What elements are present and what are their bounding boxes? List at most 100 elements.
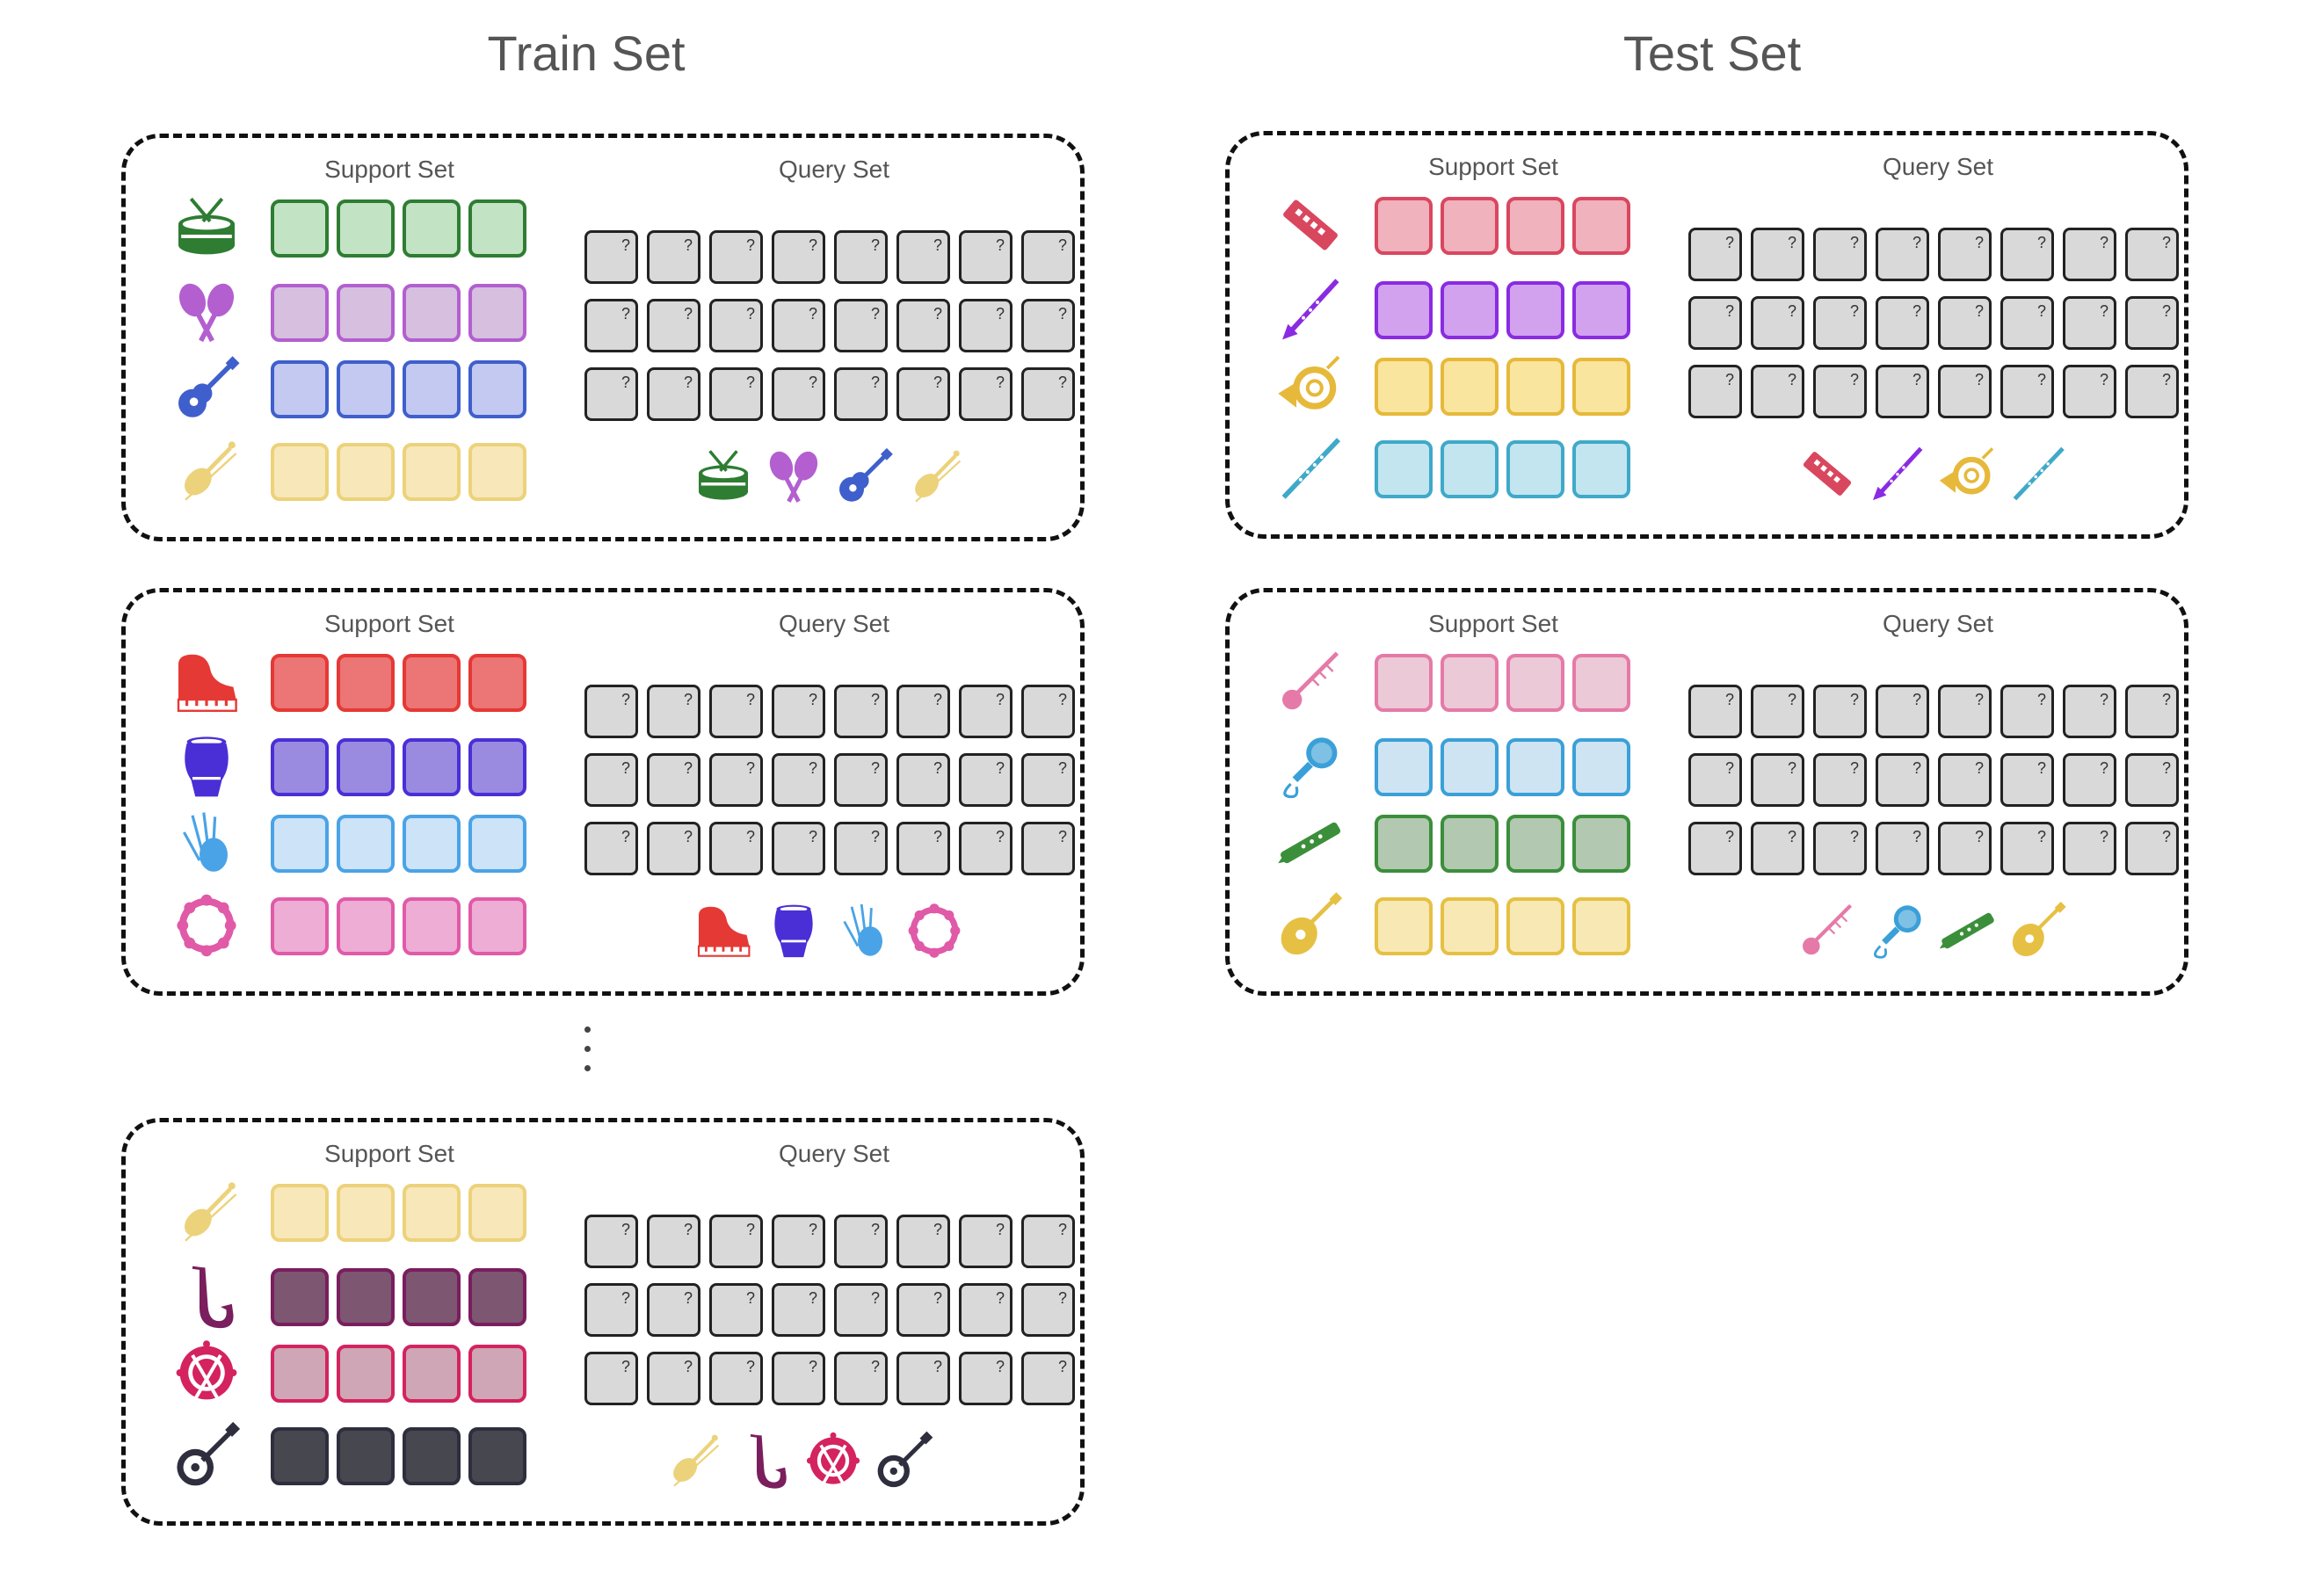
bass-drum-icon [171,1340,242,1404]
query-sample: ? [896,822,950,875]
bagpipes-icon [171,811,242,874]
flute-icon-graphic [1281,438,1341,499]
query-sample: ? [709,1283,763,1337]
banjo-icon-graphic [177,1421,241,1486]
query-sample: ? [709,299,763,352]
query-set-label: Query Set [778,156,890,183]
query-sample: ? [584,685,638,738]
support-sample [1506,654,1564,712]
query-sample: ? [647,1283,700,1337]
query-sample: ? [1021,1283,1075,1337]
query-sample: ? [772,230,825,284]
query-sample: ? [2125,228,2179,281]
query-grid: ???????????????????????? [584,230,1075,436]
clarinet-icon [1867,445,1928,503]
query-row: ???????? [1688,685,2179,738]
query-classes [1796,445,2069,503]
support-sample [403,284,461,342]
support-row [1375,358,1630,416]
query-sample: ? [1021,1352,1075,1405]
acoustic-guitar-icon-graphic [839,447,893,502]
grand-piano-icon [693,902,754,960]
banjo-icon [873,1431,934,1490]
support-sample [403,1268,461,1326]
query-sample: ? [1813,822,1867,875]
support-sample [1441,197,1499,255]
query-sample: ? [1876,685,1929,738]
support-sample [1375,815,1433,873]
unknown-label-mark: ? [933,305,942,323]
query-sample: ? [1751,685,1804,738]
query-sample: ? [1021,367,1075,421]
tambourine-icon-graphic [908,903,961,958]
query-row: ???????? [1688,228,2179,281]
banjo-icon-graphic [877,1431,933,1488]
query-sample: ? [584,367,638,421]
query-sample: ? [772,367,825,421]
support-row [271,1345,526,1403]
query-sample: ? [834,1352,888,1405]
support-sample [337,654,395,712]
query-sample: ? [1876,822,1929,875]
clarinet-icon [1275,278,1346,341]
support-sample [403,897,461,955]
support-row [271,360,526,418]
unknown-label-mark: ? [683,236,693,254]
query-sample: ? [647,299,700,352]
support-row [1375,654,1630,712]
support-sample [468,1184,526,1242]
unknown-label-mark: ? [808,759,817,777]
query-sample: ? [1751,228,1804,281]
support-row [271,815,526,873]
support-sample [468,738,526,796]
query-sample: ? [834,367,888,421]
unknown-label-mark: ? [1849,828,1859,845]
query-sample: ? [959,753,1012,807]
conga-drum-icon-graphic [185,736,229,797]
unknown-label-mark: ? [683,305,693,323]
unknown-label-mark: ? [1849,759,1859,777]
test-episode-panel: Support Set Query Set????????????????????… [1225,131,2188,539]
french-horn-icon-graphic [1278,355,1340,410]
support-sample [1572,440,1630,498]
query-sample: ? [647,367,700,421]
acoustic-guitar-icon [171,356,242,420]
unknown-label-mark: ? [1724,759,1734,777]
unknown-label-mark: ? [1849,691,1859,708]
recorder-icon [1275,811,1346,874]
query-sample: ? [896,1352,950,1405]
query-sample: ? [709,367,763,421]
support-sample [271,284,329,342]
support-row [1375,440,1630,498]
unknown-label-mark: ? [2036,759,2046,777]
support-sample [271,1427,329,1485]
support-sample [403,443,461,501]
support-sample [468,815,526,873]
support-sample [1506,897,1564,955]
query-row: ???????? [584,299,1075,352]
query-sample: ? [584,299,638,352]
support-sample [1572,197,1630,255]
support-row [1375,281,1630,339]
query-sample: ? [1021,1215,1075,1268]
query-sample: ? [1751,822,1804,875]
train-episode-panel: Support Set Query Set????????????????????… [121,134,1085,541]
support-sample [337,284,395,342]
unknown-label-mark: ? [870,1221,880,1238]
support-sample [271,360,329,418]
unknown-label-mark: ? [1912,234,1921,251]
unknown-label-mark: ? [1974,234,1984,251]
query-sample: ? [584,1283,638,1337]
unknown-label-mark: ? [1057,1221,1067,1238]
unknown-label-mark: ? [870,374,880,391]
support-sample [403,654,461,712]
query-sample: ? [584,1215,638,1268]
tambourine-icon-graphic [177,894,236,957]
bagpipes-icon-graphic [182,812,228,872]
query-row: ???????? [1688,753,2179,807]
harmonica-icon-graphic [1283,200,1338,250]
query-sample: ? [709,1215,763,1268]
support-sample [1375,654,1433,712]
bass-drum-icon [802,1432,864,1490]
support-sample [1375,440,1433,498]
